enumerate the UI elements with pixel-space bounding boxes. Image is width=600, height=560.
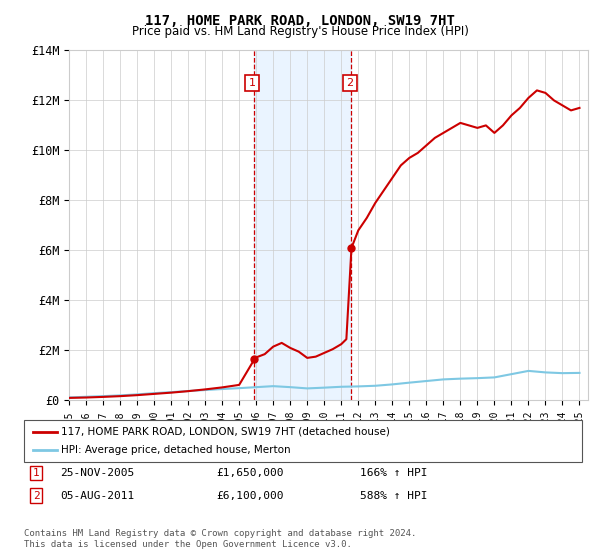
Text: Contains HM Land Registry data © Crown copyright and database right 2024.
This d: Contains HM Land Registry data © Crown c… [24, 529, 416, 549]
Text: 2: 2 [32, 491, 40, 501]
Text: 166% ↑ HPI: 166% ↑ HPI [360, 468, 427, 478]
Text: £1,650,000: £1,650,000 [216, 468, 284, 478]
Text: 05-AUG-2011: 05-AUG-2011 [60, 491, 134, 501]
Text: 25-NOV-2005: 25-NOV-2005 [60, 468, 134, 478]
Text: 117, HOME PARK ROAD, LONDON, SW19 7HT (detached house): 117, HOME PARK ROAD, LONDON, SW19 7HT (d… [61, 427, 390, 437]
Text: 2: 2 [346, 78, 353, 88]
Text: 1: 1 [32, 468, 40, 478]
Text: £6,100,000: £6,100,000 [216, 491, 284, 501]
Text: 1: 1 [248, 78, 256, 88]
Text: 588% ↑ HPI: 588% ↑ HPI [360, 491, 427, 501]
Text: HPI: Average price, detached house, Merton: HPI: Average price, detached house, Mert… [61, 445, 291, 455]
Bar [254, 50, 352, 400]
Text: Price paid vs. HM Land Registry's House Price Index (HPI): Price paid vs. HM Land Registry's House … [131, 25, 469, 38]
Text: 117, HOME PARK ROAD, LONDON, SW19 7HT: 117, HOME PARK ROAD, LONDON, SW19 7HT [145, 14, 455, 28]
